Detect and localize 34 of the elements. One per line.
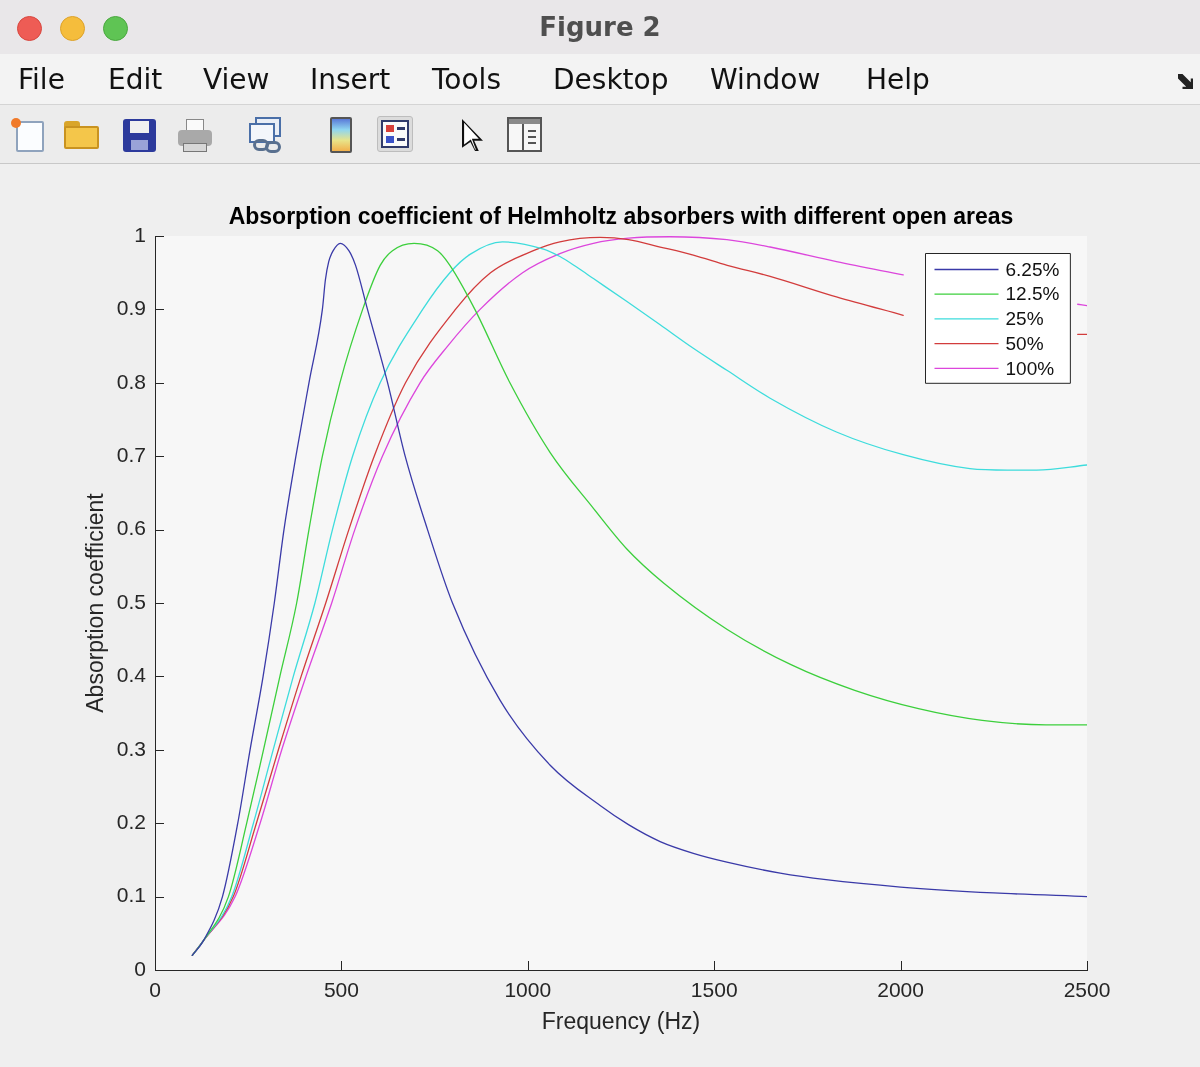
y-tick-label: 1 <box>134 222 146 246</box>
legend-label: 25% <box>1005 308 1044 330</box>
x-tick-label: 2000 <box>877 978 924 1002</box>
legend-label: 6.25% <box>1005 258 1060 280</box>
x-tick-label: 500 <box>323 978 359 1002</box>
text: Window <box>710 63 821 96</box>
x-tick-label: 1500 <box>690 978 738 1002</box>
y-axis-title: Absorption coefficient <box>82 492 109 713</box>
x-tick-label: 0 <box>149 978 161 1002</box>
text: Desktop <box>553 63 669 96</box>
y-tick-label: 0.3 <box>116 736 146 760</box>
y-tick-label: 0.5 <box>116 589 146 613</box>
legend-label: 100% <box>1005 357 1055 379</box>
text: Tools <box>432 63 501 96</box>
x-axis-title: Frequency (Hz) <box>541 1008 701 1035</box>
y-tick-label: 0.1 <box>116 883 146 907</box>
y-tick-label: 0.6 <box>116 516 146 540</box>
y-tick-label: 0.9 <box>116 296 146 320</box>
caption: Figure 2 <box>538 12 662 42</box>
x-tick-label: 2500 <box>1063 978 1111 1002</box>
y-tick-label: 0.2 <box>116 810 146 833</box>
text: File <box>18 63 65 96</box>
chart-title: Absorption coefficient of Helmholtz absorbers with different open areas <box>228 203 1014 230</box>
y-tick-label: 0.8 <box>116 369 146 393</box>
text: Help <box>866 63 930 96</box>
y-tick-label: 0.7 <box>116 443 146 466</box>
text: Edit <box>108 63 163 96</box>
text: Insert <box>310 63 391 96</box>
legend-label: 50% <box>1005 332 1044 354</box>
x-tick-label: 1000 <box>504 978 552 1002</box>
text: View <box>203 63 270 96</box>
y-tick-label: 0 <box>134 956 146 980</box>
y-tick-label: 0.4 <box>116 663 147 687</box>
legend-label: 12.5% <box>1005 283 1060 305</box>
